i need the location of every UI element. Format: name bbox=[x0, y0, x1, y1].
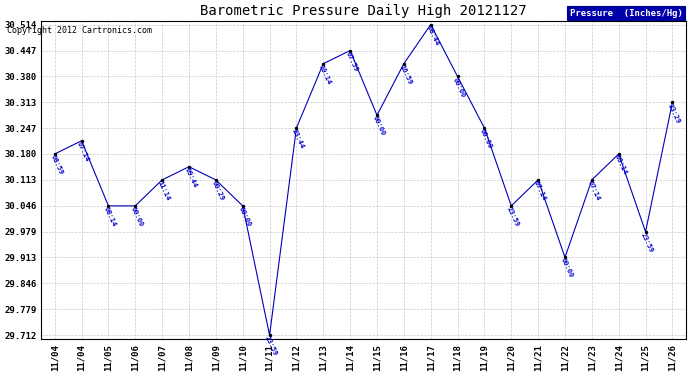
Text: 23:59: 23:59 bbox=[264, 335, 279, 357]
Text: 07:14: 07:14 bbox=[533, 180, 547, 202]
Text: 09:44: 09:44 bbox=[184, 167, 198, 189]
Text: 09:14: 09:14 bbox=[613, 154, 628, 176]
Text: 08:59: 08:59 bbox=[49, 154, 63, 176]
Text: 00:00: 00:00 bbox=[237, 206, 252, 228]
Text: 00:00: 00:00 bbox=[452, 76, 466, 98]
Text: 16:59: 16:59 bbox=[398, 64, 413, 86]
Text: 00:00: 00:00 bbox=[560, 257, 574, 279]
Text: 08:44: 08:44 bbox=[425, 25, 440, 46]
Text: Copyright 2012 Cartronics.com: Copyright 2012 Cartronics.com bbox=[7, 26, 152, 35]
Text: 11:14: 11:14 bbox=[157, 180, 171, 202]
Text: 00:29: 00:29 bbox=[210, 180, 225, 202]
Text: 23:44: 23:44 bbox=[291, 128, 306, 150]
Text: 00:00: 00:00 bbox=[479, 128, 493, 150]
Text: 00:00: 00:00 bbox=[371, 115, 386, 137]
Text: 07:59: 07:59 bbox=[345, 51, 359, 72]
Text: 23:59: 23:59 bbox=[640, 232, 655, 254]
Text: Pressure  (Inches/Hg): Pressure (Inches/Hg) bbox=[570, 9, 682, 18]
Text: 23:29: 23:29 bbox=[667, 102, 682, 124]
Title: Barometric Pressure Daily High 20121127: Barometric Pressure Daily High 20121127 bbox=[200, 4, 527, 18]
Text: 10:14: 10:14 bbox=[318, 64, 333, 86]
Text: 23:59: 23:59 bbox=[506, 206, 520, 228]
Text: 00:00: 00:00 bbox=[130, 206, 144, 228]
Text: 08:14: 08:14 bbox=[103, 206, 117, 228]
Text: 07:14: 07:14 bbox=[76, 141, 90, 163]
Text: 07:14: 07:14 bbox=[586, 180, 601, 202]
